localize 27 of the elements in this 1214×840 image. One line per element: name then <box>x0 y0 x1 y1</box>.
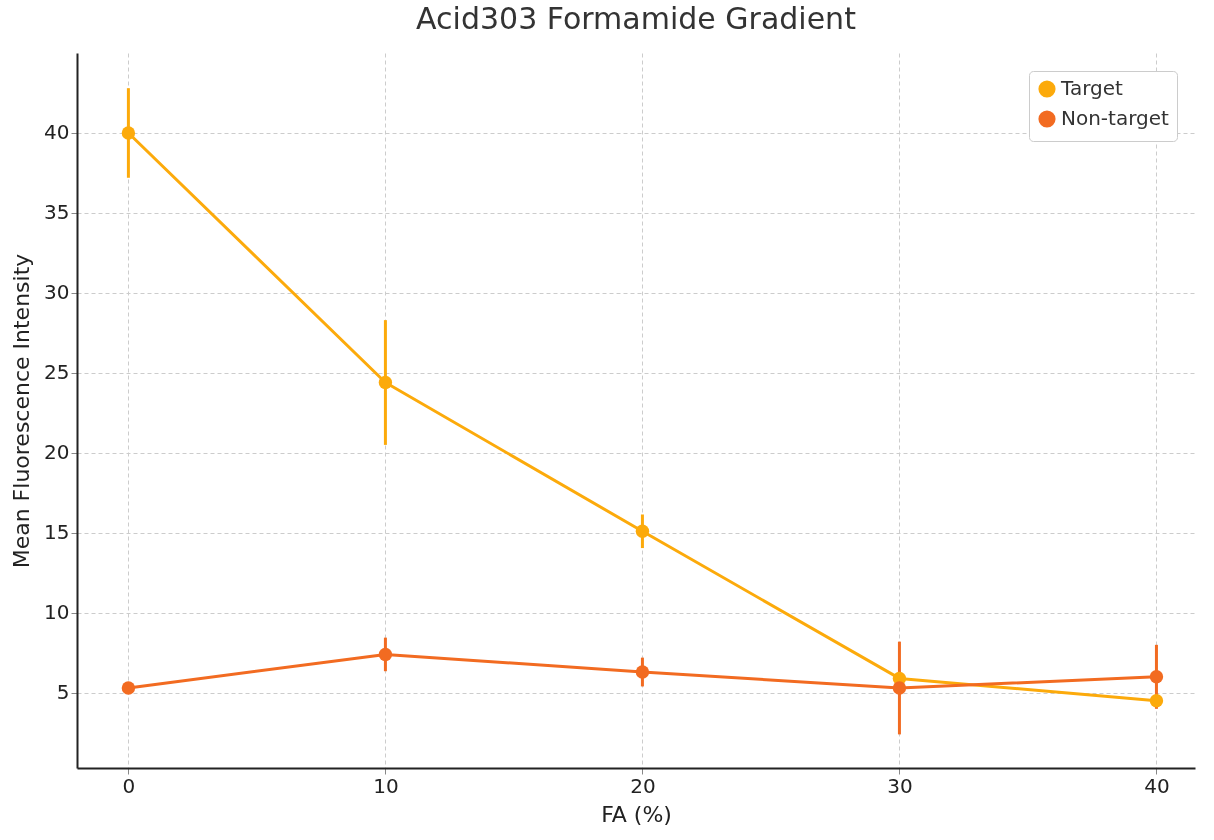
legend-label: Non-target <box>1061 106 1170 130</box>
point <box>121 126 136 140</box>
x-tick-label: 0 <box>122 773 136 798</box>
x-tick-label: 40 <box>1144 773 1170 798</box>
point <box>1149 670 1164 684</box>
y-tick-label: 5 <box>56 680 70 705</box>
y-tick-label: 15 <box>44 520 70 545</box>
y-tick-label: 10 <box>44 600 70 625</box>
legend-label: Target <box>1060 76 1124 100</box>
x-tick-label: 10 <box>373 773 399 798</box>
y-tick-label: 40 <box>44 120 70 145</box>
point <box>121 681 136 695</box>
x-tick-label: 20 <box>630 773 656 798</box>
y-tick-label: 20 <box>44 440 70 465</box>
point <box>635 524 650 538</box>
point <box>635 665 650 679</box>
y-tick-label: 35 <box>44 200 70 225</box>
point <box>892 681 907 695</box>
point <box>1149 694 1164 708</box>
y-tick-label: 30 <box>44 280 70 305</box>
x-tick-label: 30 <box>887 773 913 798</box>
x-axis-title: FA (%) <box>601 801 672 827</box>
point <box>378 375 393 390</box>
point <box>378 647 393 662</box>
y-tick-label: 25 <box>44 360 70 385</box>
chart-title: Acid303 Formamide Gradient <box>416 1 857 36</box>
y-axis-title: Mean Fluorescence Intensity <box>9 253 35 569</box>
